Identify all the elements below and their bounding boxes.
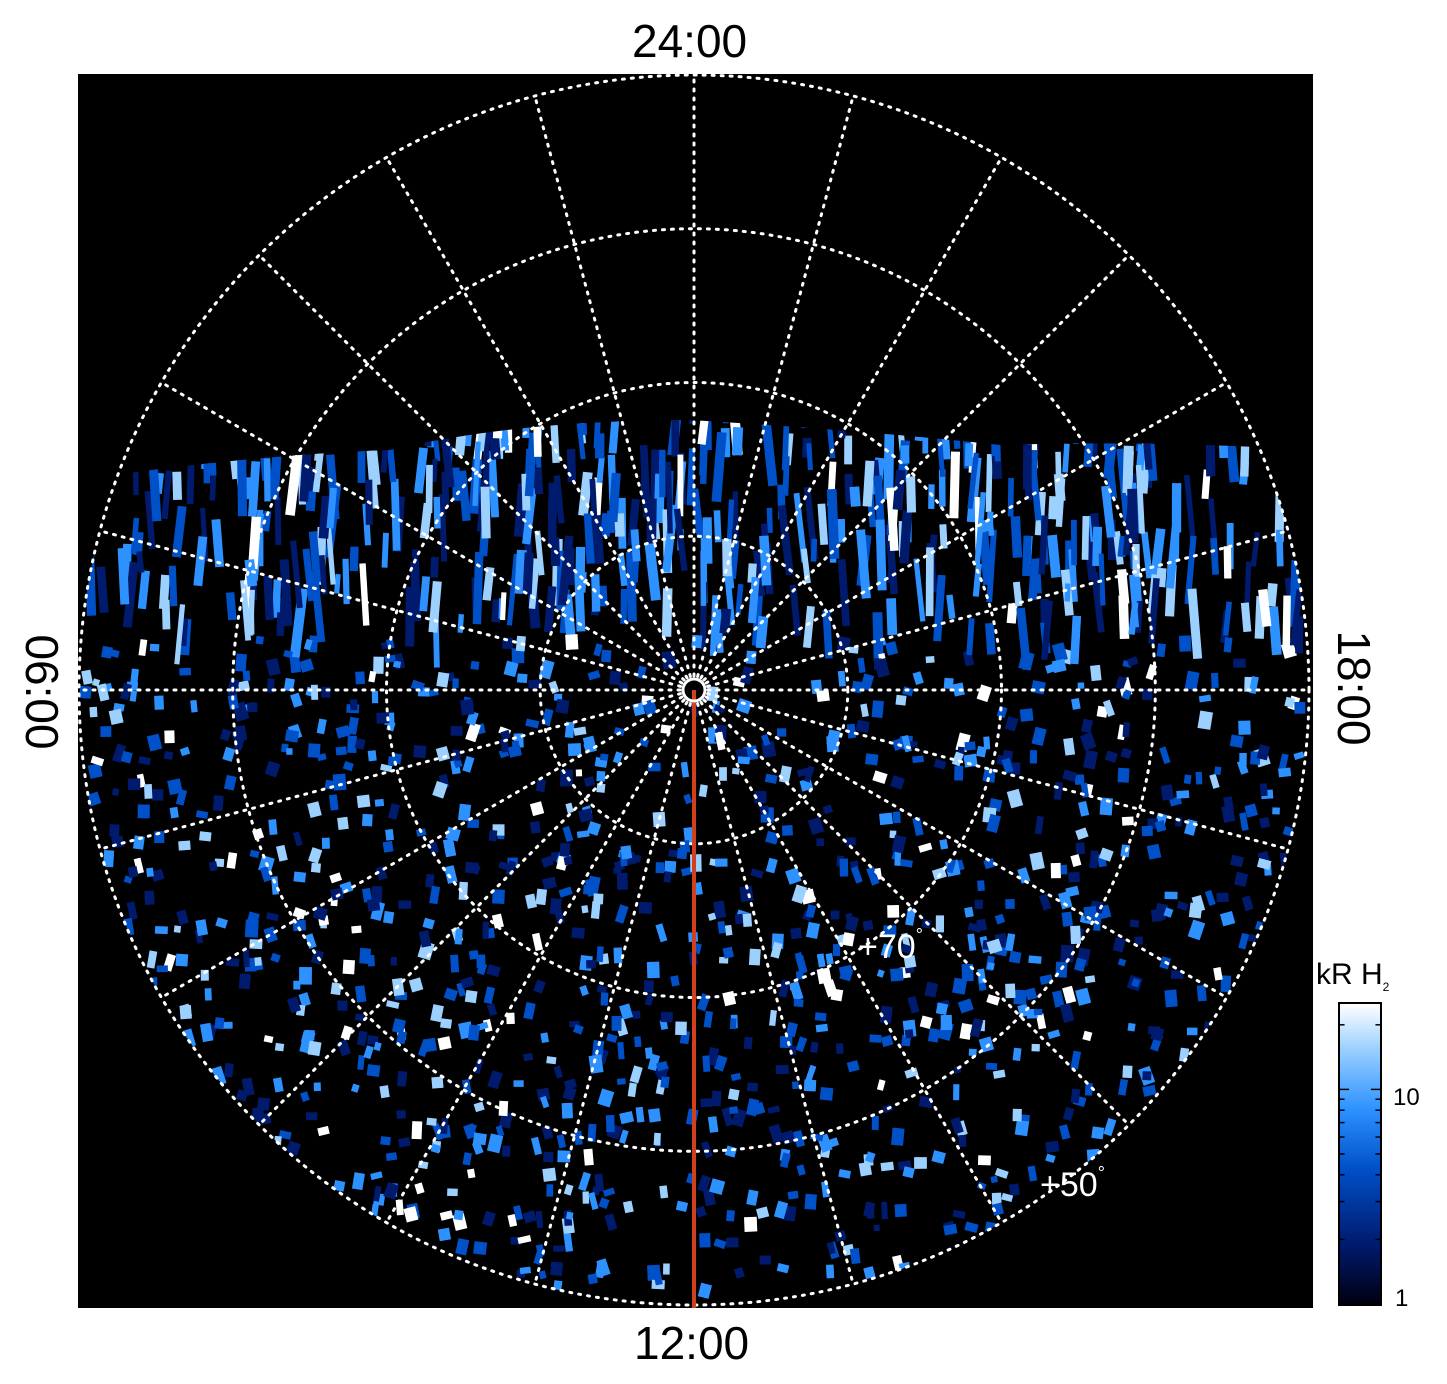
latitude-label-70: +70° — [858, 925, 923, 966]
pole-marker — [681, 677, 707, 703]
latitude-circle-60 — [231, 227, 1157, 1153]
longitude-spoke-16 — [704, 695, 1229, 999]
colorbar-ticks — [1340, 1024, 1380, 1304]
longitude-spoke-10 — [385, 700, 689, 1225]
latitude-circle-70 — [385, 381, 1003, 999]
longitude-spoke-23 — [696, 94, 855, 678]
auroral-emission-map — [79, 420, 1306, 1299]
longitude-spoke-22 — [699, 155, 1003, 680]
longitude-spoke-20 — [704, 381, 1229, 685]
longitude-spoke-14 — [699, 700, 1003, 1225]
longitude-spoke-7 — [98, 692, 682, 851]
colorbar-title: kR H2 — [1316, 958, 1390, 994]
colorbar-tick-label-10: 10 — [1393, 1084, 1420, 1111]
longitude-spoke-9 — [257, 698, 686, 1127]
longitude-spoke-3 — [257, 253, 686, 682]
local-time-label-dawn: 06:00 — [16, 634, 68, 750]
latitude-label-50: +50° — [1040, 1163, 1105, 1204]
longitude-spoke-19 — [706, 529, 1290, 688]
longitude-spoke-21 — [702, 253, 1131, 682]
colorbar-tick-label-1: 1 — [1395, 1285, 1409, 1312]
longitude-spoke-15 — [702, 698, 1131, 1127]
longitude-spoke-13 — [696, 702, 855, 1286]
local-time-label-dusk: 18:00 — [1328, 630, 1380, 746]
local-time-label-midnight: 24:00 — [632, 15, 748, 67]
longitude-spoke-1 — [533, 94, 692, 678]
longitude-spoke-8 — [159, 695, 684, 999]
local-time-label-noon: 12:00 — [634, 1317, 750, 1369]
longitude-spoke-11 — [533, 702, 692, 1286]
longitude-spoke-2 — [385, 155, 689, 680]
longitude-spoke-5 — [98, 529, 682, 688]
longitude-spoke-17 — [706, 692, 1290, 851]
longitude-spoke-4 — [159, 381, 684, 685]
colorbar — [1338, 1002, 1382, 1306]
